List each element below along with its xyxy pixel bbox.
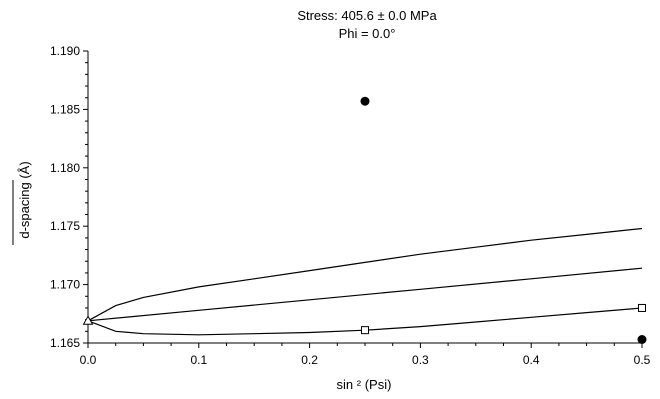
- x-tick-label: 0.3: [412, 353, 429, 367]
- y-tick-label: 1.165: [50, 336, 80, 350]
- y-tick-label: 1.170: [50, 278, 80, 292]
- fit-curve: [87, 227, 643, 322]
- y-tick-label: 1.185: [50, 102, 80, 116]
- x-tick-label: 0.5: [634, 353, 651, 367]
- x-tick-label: 0.1: [190, 353, 207, 367]
- x-tick-label: 0.0: [80, 353, 97, 367]
- plot-area: 1.165 1.170 1.175 1.180 1.185 1.190 0.0 0.1 0.2 0…: [50, 44, 651, 367]
- data-point-open-triangle: [82, 315, 94, 325]
- fit-curve: [87, 307, 643, 336]
- x-tick-label: 0.4: [523, 353, 540, 367]
- fit-curve: [87, 267, 643, 322]
- x-tick-label: 0.2: [301, 353, 318, 367]
- chart-title: Stress: 405.6 ± 0.0 MPa: [297, 8, 437, 23]
- data-point-open-square: [638, 303, 646, 312]
- data-point-filled-circle: [360, 96, 370, 106]
- data-point-open-square: [361, 326, 369, 335]
- y-tick-label: 1.180: [50, 161, 80, 175]
- y-axis-label: d-spacing (Å): [17, 161, 32, 238]
- y-tick-label: 1.190: [50, 44, 80, 58]
- data-point-filled-circle: [637, 334, 647, 344]
- x-axis-label: sin ² (Psi): [337, 377, 392, 392]
- y-tick-label: 1.175: [50, 219, 80, 233]
- chart-subtitle: Phi = 0.0°: [339, 26, 396, 41]
